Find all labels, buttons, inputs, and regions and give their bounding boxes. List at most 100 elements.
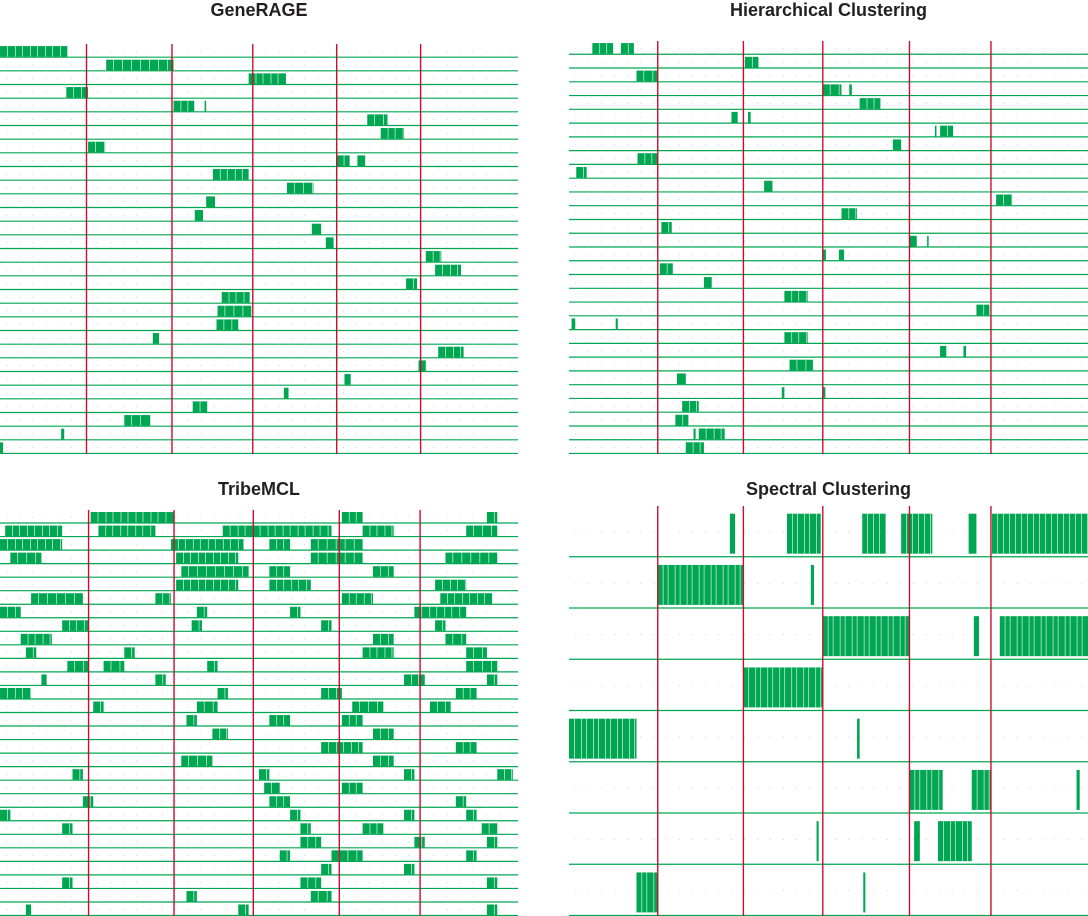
member-bar bbox=[406, 278, 417, 290]
member-bar bbox=[466, 660, 498, 672]
member-bar bbox=[310, 539, 363, 550]
member-gap bbox=[867, 513, 868, 554]
member-gap bbox=[224, 566, 225, 577]
member-gap bbox=[149, 59, 150, 71]
member-gap bbox=[95, 141, 96, 153]
member-gap bbox=[599, 43, 601, 54]
member-gap bbox=[1002, 513, 1004, 554]
member-bar bbox=[269, 539, 291, 550]
cluster-row bbox=[569, 43, 1088, 55]
member-gap bbox=[796, 513, 798, 554]
member-bar bbox=[823, 249, 826, 261]
member-gap bbox=[583, 166, 584, 178]
member-gap bbox=[477, 593, 478, 604]
member-bar bbox=[311, 223, 322, 235]
member-gap bbox=[203, 606, 205, 618]
member-gap bbox=[796, 667, 798, 708]
member-gap bbox=[177, 539, 179, 550]
cluster-row bbox=[0, 128, 518, 140]
member-gap bbox=[447, 593, 448, 604]
member-gap bbox=[469, 742, 471, 753]
member-gap bbox=[796, 359, 798, 371]
member-gap bbox=[838, 84, 840, 96]
member-gap bbox=[369, 823, 371, 834]
member-bar bbox=[863, 872, 866, 913]
member-gap bbox=[26, 552, 28, 564]
plot-hierarchical bbox=[569, 41, 1088, 454]
cluster-row bbox=[569, 180, 1088, 193]
member-bar bbox=[372, 755, 394, 767]
member-gap bbox=[142, 525, 144, 537]
member-gap bbox=[421, 606, 423, 618]
member-gap bbox=[283, 539, 285, 550]
member-gap bbox=[73, 87, 75, 98]
member-bar bbox=[731, 111, 738, 123]
member-gap bbox=[286, 850, 288, 861]
cluster-row bbox=[0, 904, 518, 916]
member-gap bbox=[1044, 513, 1046, 554]
member-bar bbox=[592, 43, 614, 54]
member-gap bbox=[229, 539, 231, 550]
member-bar bbox=[435, 264, 462, 276]
member-gap bbox=[442, 264, 443, 276]
panel-hierarchical: Hierarchical Clustering bbox=[569, 0, 1088, 458]
member-gap bbox=[815, 667, 817, 708]
member-gap bbox=[231, 319, 233, 331]
member-bar bbox=[685, 442, 704, 454]
member-gap bbox=[37, 46, 38, 57]
member-gap bbox=[267, 525, 269, 537]
member-gap bbox=[772, 667, 774, 708]
member-gap bbox=[457, 264, 458, 276]
member-gap bbox=[368, 701, 369, 713]
member-gap bbox=[283, 566, 285, 577]
member-gap bbox=[228, 552, 229, 564]
member-gap bbox=[355, 593, 357, 604]
cluster-row bbox=[569, 84, 1088, 97]
cluster-row bbox=[569, 359, 1088, 372]
member-bar bbox=[466, 525, 498, 537]
member-gap bbox=[244, 525, 246, 537]
member-gap bbox=[682, 414, 684, 426]
member-gap bbox=[135, 512, 137, 523]
member-gap bbox=[418, 674, 419, 685]
member-gap bbox=[32, 647, 34, 658]
member-bar bbox=[62, 877, 73, 888]
cluster-row bbox=[0, 782, 518, 795]
member-bar bbox=[973, 616, 980, 657]
member-bar bbox=[0, 606, 21, 618]
member-gap bbox=[112, 512, 114, 523]
cluster-row bbox=[0, 401, 518, 414]
member-bar bbox=[859, 98, 881, 109]
member-gap bbox=[715, 564, 717, 605]
cluster-row bbox=[0, 442, 518, 454]
member-gap bbox=[374, 114, 375, 126]
member-gap bbox=[34, 633, 36, 645]
member-gap bbox=[193, 715, 195, 726]
member-gap bbox=[7, 687, 8, 699]
member-gap bbox=[967, 821, 968, 862]
cluster-row bbox=[569, 235, 1088, 248]
member-gap bbox=[363, 593, 365, 604]
member-gap bbox=[226, 169, 228, 180]
member-gap bbox=[880, 616, 882, 657]
member-bar bbox=[0, 442, 4, 454]
member-bar bbox=[90, 512, 174, 523]
member-gap bbox=[110, 660, 112, 672]
member-gap bbox=[188, 755, 189, 767]
member-bar bbox=[659, 263, 673, 275]
member-gap bbox=[276, 796, 278, 807]
member-bar bbox=[186, 715, 197, 726]
member-gap bbox=[815, 513, 817, 554]
member-gap bbox=[262, 73, 264, 85]
member-bar bbox=[336, 155, 350, 167]
member-bar bbox=[181, 566, 249, 577]
member-bar bbox=[194, 210, 204, 221]
member-bar bbox=[62, 823, 73, 834]
member-gap bbox=[187, 100, 189, 112]
cluster-row bbox=[569, 194, 1088, 207]
member-gap bbox=[355, 715, 357, 726]
member-bar bbox=[124, 415, 151, 426]
member-gap bbox=[791, 332, 793, 343]
member-bar bbox=[321, 863, 332, 875]
member-bar bbox=[341, 715, 363, 726]
